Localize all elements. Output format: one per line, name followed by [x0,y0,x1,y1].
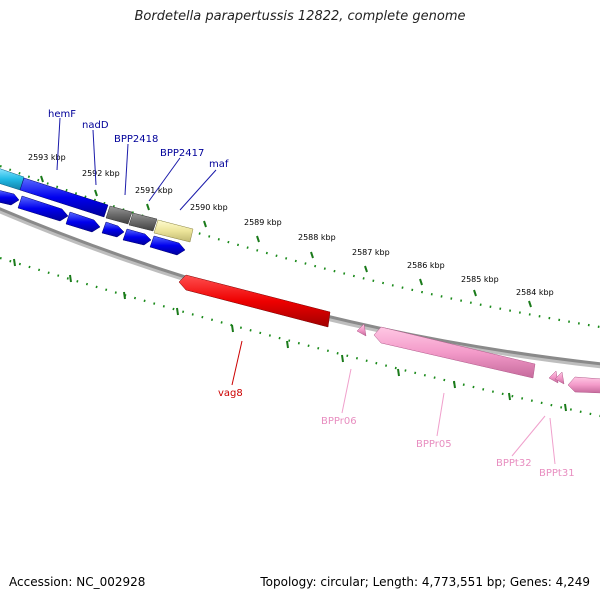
leader-BPP2417 [148,157,181,202]
gene-small-pink-arrow [356,323,367,337]
gene-label-BPPt31: BPPt31 [539,468,575,479]
leader-BPPr05 [436,392,445,437]
leader-BPP2418 [124,143,129,196]
leader-BPPt31 [549,417,556,465]
gene-arrow-3 [65,211,101,233]
gene-labels: hemF nadD BPP2418 BPP2417 maf vag8 BPPr0… [48,109,575,479]
genome-summary-text: Topology: circular; Length: 4,773,551 bp… [260,575,590,589]
gene-bppt31-arrow [554,371,565,385]
ruler-label-2589: 2589 kbp [244,218,282,227]
gene-label-vag8: vag8 [218,388,243,399]
ruler-label-2593: 2593 kbp [28,153,66,162]
ruler-label-2590: 2590 kbp [190,203,228,212]
ruler-label-2586: 2586 kbp [407,261,445,270]
ruler-label-2591: 2591 kbp [135,186,173,195]
gene-label-maf: maf [209,159,229,170]
outer-feature-track [0,168,194,243]
inner-ruler-dotted-line [0,256,600,418]
gene-bppr05-arrow [373,326,536,379]
gene-maf-block [153,219,194,243]
gene-vag8-arrow [178,274,331,328]
gene-cyan-partial [0,168,25,191]
leader-maf [179,169,217,211]
gene-label-BPPt32: BPPt32 [496,458,532,469]
gene-arrow-4 [101,221,125,238]
gene-arrow-1 [0,190,20,206]
ruler-label-2584: 2584 kbp [516,288,554,297]
outer-ruler-ticks [40,175,532,308]
inner-ruler-ticks [13,258,567,412]
inner-ruler [0,256,600,418]
gene-bpp2418-block [105,205,133,225]
leader-hemF [56,117,61,171]
gene-arrow-5 [122,228,152,246]
ruler-label-2588: 2588 kbp [298,233,336,242]
gene-arrow-2 [17,195,69,222]
gene-label-BPP2417: BPP2417 [160,148,204,159]
leader-vag8 [231,340,243,386]
gene-arrow-6 [149,235,186,256]
inner-feature-track [178,274,600,394]
gene-label-BPPr05: BPPr05 [416,439,452,450]
gene-label-nadD: nadD [82,120,109,131]
leader-BPPt32 [511,415,546,457]
outer-ruler [0,164,600,329]
gene-bpp2417-block [128,212,158,232]
gene-label-hemF: hemF [48,109,76,120]
ruler-label-2592: 2592 kbp [82,169,120,178]
accession-text: Accession: NC_002928 [9,575,146,589]
ruler-label-2585: 2585 kbp [461,275,499,284]
gene-label-BPP2418: BPP2418 [114,134,158,145]
gene-label-BPPr06: BPPr06 [321,416,357,427]
ruler-labels: 2593 kbp 2592 kbp 2591 kbp 2590 kbp 2589… [28,153,554,297]
gene-pink-partial [567,376,600,394]
gene-nadD-block [19,177,109,218]
ruler-label-2587: 2587 kbp [352,248,390,257]
map-title: Bordetella parapertussis 12822, complete… [134,9,466,24]
label-leaders [56,117,556,465]
leader-nadD [92,129,97,186]
leader-BPPr06 [341,368,352,414]
middle-feature-track [0,190,186,256]
